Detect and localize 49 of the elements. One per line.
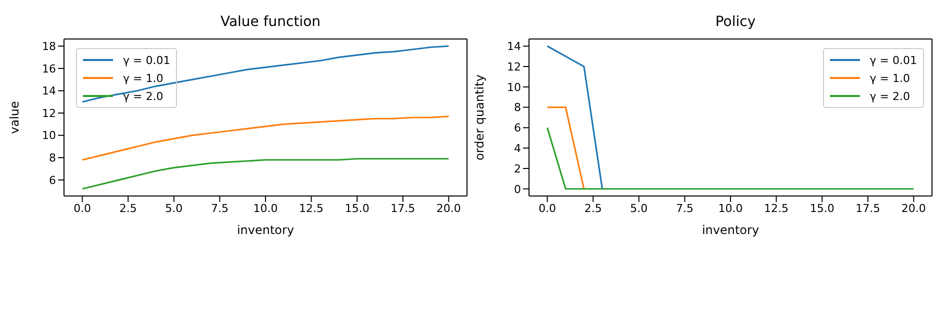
legend-label: γ = 2.0 [870, 90, 910, 102]
x-tick-label: 10.0 [253, 202, 278, 215]
legend-label: γ = 0.01 [870, 54, 917, 66]
x-axis-title: inventory [702, 223, 760, 237]
y-tick-label: 0 [514, 182, 521, 196]
x-tick-label: 7.5 [210, 202, 228, 215]
y-tick-label: 8 [514, 101, 521, 114]
x-tick-label: 17.5 [390, 202, 416, 215]
line-series [546, 45, 604, 190]
y-tick-label: 6 [514, 122, 521, 135]
y-tick-label: 10 [507, 80, 521, 94]
y-tick-label: 12 [507, 60, 521, 74]
y-tick-label: 2 [514, 162, 521, 176]
chart-title: Value function [219, 14, 322, 30]
y-tick-label: 14 [42, 84, 56, 98]
x-axis-title: inventory [236, 223, 294, 237]
x-tick-label: 0.0 [538, 202, 556, 215]
x-tick-label: 7.5 [676, 202, 694, 215]
line-series [82, 116, 450, 161]
x-tick-label: 5.0 [165, 202, 183, 215]
y-axis-title: value [7, 101, 22, 134]
chart-title: Policy [714, 14, 757, 30]
x-tick-label: 15.0 [810, 202, 834, 215]
x-tick-label: 20.0 [436, 202, 461, 215]
y-tick-label: 10 [42, 129, 56, 142]
y-tick-label: 12 [42, 106, 56, 120]
line-series [82, 158, 450, 190]
legend-label: γ = 2.0 [123, 90, 164, 102]
legend-label: γ = 1.0 [870, 72, 910, 84]
y-tick-label: 14 [507, 40, 521, 54]
x-tick-label: 15.0 [344, 202, 370, 215]
y-tick-label: 6 [49, 174, 56, 187]
line-series [82, 45, 450, 103]
legend-label: γ = 1.0 [123, 72, 164, 84]
x-tick-label: 12.5 [299, 202, 324, 215]
y-axis-title: order quantity [472, 74, 486, 160]
x-tick-label: 0.0 [74, 202, 92, 215]
y-tick-label: 4 [514, 142, 521, 155]
x-tick-label: 10.0 [718, 202, 743, 215]
x-tick-label: 12.5 [764, 202, 789, 215]
legend-label: γ = 0.01 [123, 54, 170, 66]
x-tick-label: 20.0 [901, 202, 926, 215]
y-tick-label: 16 [42, 62, 56, 76]
x-tick-label: 2.5 [584, 202, 602, 215]
x-tick-label: 17.5 [856, 202, 880, 215]
y-tick-label: 8 [49, 152, 56, 165]
x-tick-label: 5.0 [630, 202, 648, 215]
x-tick-label: 2.5 [119, 202, 137, 215]
y-tick-label: 18 [42, 40, 56, 54]
